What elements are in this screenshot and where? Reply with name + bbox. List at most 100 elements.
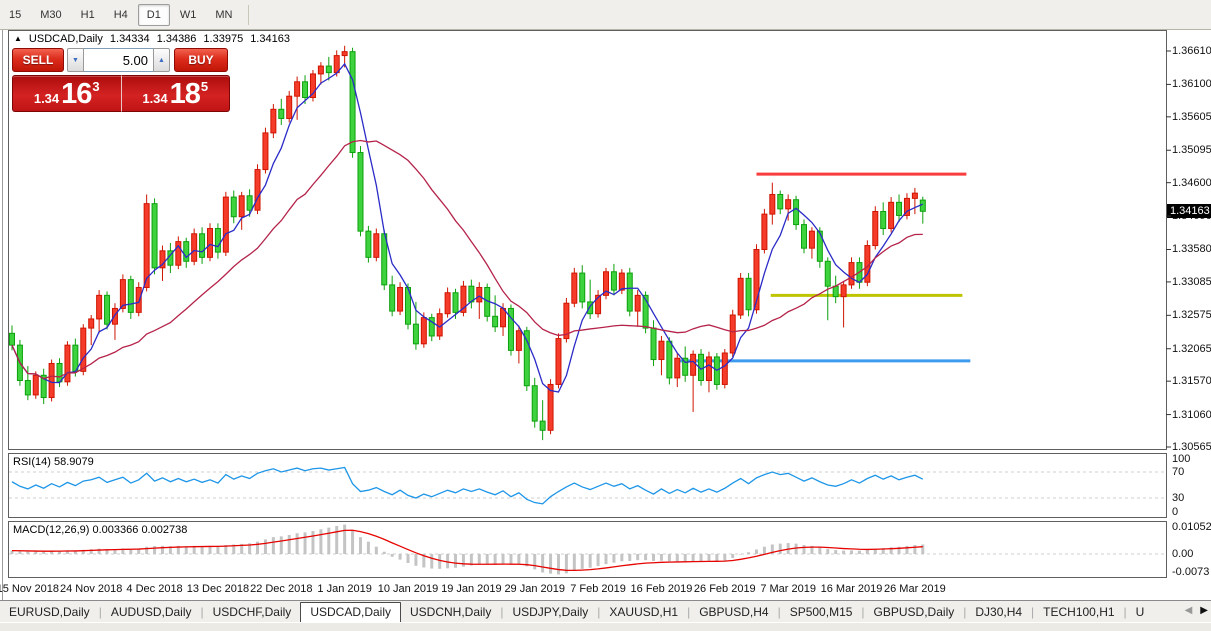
date-axis-label: 26 Mar 2019 bbox=[883, 583, 946, 595]
ohlc-open: 1.34334 bbox=[109, 33, 150, 45]
date-axis-label: 22 Dec 2018 bbox=[250, 583, 313, 595]
timeframe-button-m30[interactable]: M30 bbox=[40, 8, 62, 21]
rsi-label: RSI(14) 58.9079 bbox=[13, 456, 94, 468]
tab-u[interactable]: U bbox=[1135, 605, 1145, 619]
price-axis-label: 1.31060 bbox=[1172, 408, 1211, 421]
timeframe-button-15[interactable]: 15 bbox=[9, 8, 22, 21]
price-axis-label: 1.35605 bbox=[1172, 110, 1211, 123]
price-axis-label: 1.35095 bbox=[1172, 144, 1211, 157]
tab-separator: | bbox=[597, 605, 601, 619]
rsi-pane[interactable] bbox=[8, 453, 1167, 518]
tab-separator: | bbox=[777, 605, 781, 619]
indicator-axis-label: -0.0073 bbox=[1172, 566, 1210, 578]
date-axis-label: 29 Jan 2019 bbox=[504, 583, 565, 595]
date-axis-label: 26 Feb 2019 bbox=[693, 583, 756, 595]
timeframe-button-mn[interactable]: MN bbox=[215, 8, 233, 21]
bid-pips: 16 bbox=[61, 78, 92, 110]
indicator-axis-label: 0.00 bbox=[1172, 548, 1194, 560]
rsi-value: 58.9079 bbox=[53, 456, 94, 468]
date-axis-label: 4 Dec 2018 bbox=[126, 583, 183, 595]
one-click-trading-panel: SELL ▼ 5.00 ▲ BUY 1.34 16 3 1.34 18 5 bbox=[12, 48, 230, 112]
macd-label: MACD(12,26,9) 0.003366 0.002738 bbox=[13, 524, 188, 536]
sell-button[interactable]: SELL bbox=[12, 48, 64, 72]
volume-increase-button[interactable]: ▲ bbox=[153, 48, 170, 72]
ask-prefix: 1.34 bbox=[142, 91, 168, 106]
tab-gbpusd-daily[interactable]: GBPUSD,Daily bbox=[873, 605, 955, 619]
ohlc-high: 1.34386 bbox=[156, 33, 197, 45]
tab-usdcad-daily[interactable]: USDCAD,Daily bbox=[300, 602, 401, 623]
tab-separator: | bbox=[1123, 605, 1127, 619]
bid-price-display[interactable]: 1.34 16 3 bbox=[12, 75, 122, 112]
tab-separator: | bbox=[200, 605, 204, 619]
tab-usdcnh-daily[interactable]: USDCNH,Daily bbox=[410, 605, 492, 619]
price-axis-label: 1.32575 bbox=[1172, 309, 1211, 322]
toolbar-separator bbox=[248, 4, 250, 25]
price-axis-label: 1.33085 bbox=[1172, 275, 1211, 288]
tab-separator: | bbox=[963, 605, 967, 619]
tab-xauusd-h1[interactable]: XAUUSD,H1 bbox=[609, 605, 679, 619]
ask-pips: 18 bbox=[169, 78, 201, 110]
date-axis-label: 7 Feb 2019 bbox=[570, 583, 626, 595]
tab-separator: | bbox=[1031, 605, 1035, 619]
date-axis-label: 19 Jan 2019 bbox=[441, 583, 502, 595]
date-axis-label: 7 Mar 2019 bbox=[760, 583, 816, 595]
tab-separator: | bbox=[98, 605, 102, 619]
macd-signal-value: 0.002738 bbox=[141, 524, 188, 536]
tab-tech100-h1[interactable]: TECH100,H1 bbox=[1043, 605, 1115, 619]
tab-separator: | bbox=[500, 605, 504, 619]
date-axis-label: 15 Nov 2018 bbox=[0, 583, 60, 595]
tab-gbpusd-h4[interactable]: GBPUSD,H4 bbox=[699, 605, 769, 619]
tab-separator: | bbox=[687, 605, 691, 619]
price-axis-label: 1.36100 bbox=[1172, 78, 1211, 91]
chart-symbol: USDCAD,Daily bbox=[28, 33, 103, 45]
tab-usdjpy-daily[interactable]: USDJPY,Daily bbox=[512, 605, 589, 619]
date-axis-label: 24 Nov 2018 bbox=[59, 583, 123, 595]
date-axis-label: 1 Jan 2019 bbox=[317, 583, 372, 595]
ask-price-display[interactable]: 1.34 18 5 bbox=[121, 75, 230, 112]
tab-dj30-h4[interactable]: DJ30,H4 bbox=[975, 605, 1023, 619]
tabs-scroll-right-icon[interactable]: ▶ bbox=[1200, 605, 1208, 616]
volume-input[interactable]: 5.00 bbox=[84, 48, 153, 72]
price-axis-label: 1.30565 bbox=[1172, 441, 1211, 453]
collapse-triangle-icon[interactable]: ▲ bbox=[14, 33, 22, 43]
ask-pipette: 5 bbox=[200, 79, 209, 94]
indicator-axis-label: 0.010525 bbox=[1172, 521, 1211, 533]
price-axis-label: 1.32065 bbox=[1172, 342, 1211, 355]
indicator-axis-label: 0 bbox=[1172, 506, 1179, 518]
price-axis-label: 1.36610 bbox=[1172, 45, 1211, 57]
buy-button[interactable]: BUY bbox=[174, 48, 228, 72]
tab-audusd-daily[interactable]: AUDUSD,Daily bbox=[110, 605, 192, 619]
status-bar bbox=[0, 622, 1211, 631]
volume-decrease-button[interactable]: ▼ bbox=[67, 48, 84, 72]
date-axis-label: 13 Dec 2018 bbox=[186, 583, 250, 595]
chevron-down-icon: ▼ bbox=[72, 56, 79, 64]
date-axis-label: 16 Mar 2019 bbox=[820, 583, 883, 595]
tab-sp500-m15[interactable]: SP500,M15 bbox=[789, 605, 853, 619]
indicator-axis-label: 100 bbox=[1172, 453, 1191, 465]
ohlc-close: 1.34163 bbox=[250, 33, 290, 45]
date-axis-label: 10 Jan 2019 bbox=[377, 583, 439, 595]
tab-usdchf-daily[interactable]: USDCHF,Daily bbox=[212, 605, 292, 619]
macd-main-value: 0.003366 bbox=[92, 524, 139, 536]
date-axis-label: 16 Feb 2019 bbox=[630, 583, 693, 595]
timeframe-button-h4[interactable]: H4 bbox=[113, 8, 128, 21]
chevron-up-icon: ▲ bbox=[158, 56, 165, 64]
symbol-tab-bar: EURUSD,Daily | AUDUSD,Daily | USDCHF,Daily US… bbox=[0, 600, 1211, 623]
bid-pipette: 3 bbox=[92, 79, 100, 94]
window-left-frame bbox=[2, 30, 3, 600]
tab-eurusd-daily[interactable]: EURUSD,Daily bbox=[9, 605, 90, 619]
price-axis-label: 1.33580 bbox=[1172, 243, 1211, 256]
bid-prefix: 1.34 bbox=[33, 91, 60, 106]
price-axis-label: 1.31570 bbox=[1172, 375, 1211, 388]
timeframe-toolbar: 15 M30 H1 H4 D1 W1 MN bbox=[0, 0, 1211, 30]
indicator-axis-label: 70 bbox=[1172, 466, 1185, 478]
timeframe-button-d1[interactable]: D1 bbox=[137, 3, 170, 26]
tabs-scroll-left-icon[interactable]: ◀ bbox=[1184, 605, 1193, 616]
ohlc-low: 1.33975 bbox=[203, 33, 244, 45]
tab-separator: | bbox=[861, 605, 865, 619]
timeframe-button-h1[interactable]: H1 bbox=[80, 8, 95, 21]
price-axis-label: 1.34600 bbox=[1172, 176, 1211, 189]
timeframe-button-w1[interactable]: W1 bbox=[179, 8, 197, 21]
indicator-axis-label: 30 bbox=[1172, 492, 1185, 504]
current-price-tag: 1.34163 bbox=[1167, 204, 1211, 219]
